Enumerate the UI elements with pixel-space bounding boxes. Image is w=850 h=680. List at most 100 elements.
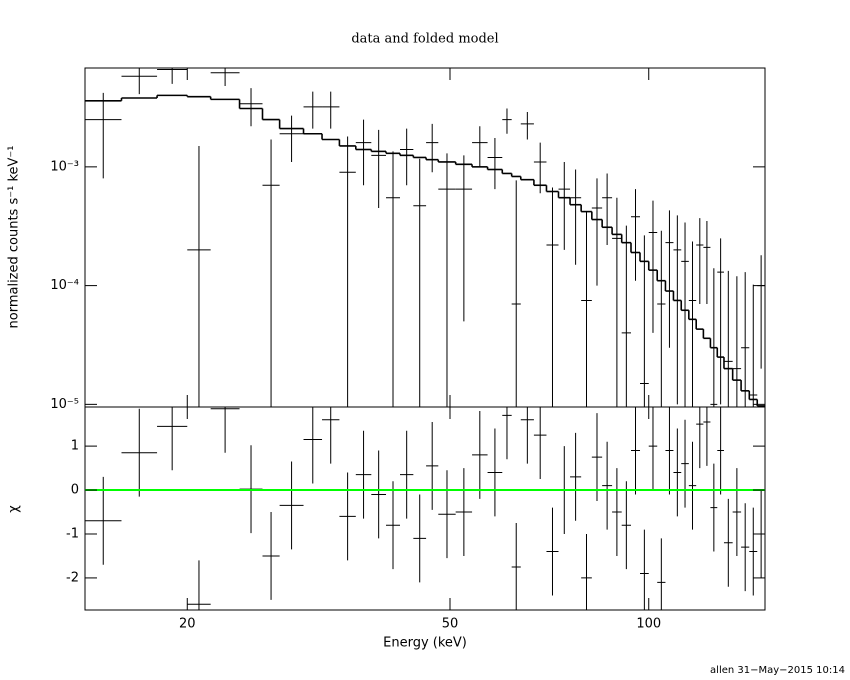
y-tick-label: 1 xyxy=(71,439,79,454)
residual-point xyxy=(262,512,280,600)
residual-point xyxy=(741,503,750,592)
residual-point xyxy=(648,407,658,491)
data-point xyxy=(187,145,211,407)
residual-point xyxy=(386,481,401,570)
residual-point xyxy=(631,407,641,495)
y-axis-label: normalized counts s⁻¹ keV⁻¹ xyxy=(7,146,22,329)
y-tick-label: -1 xyxy=(66,526,79,541)
residual-point xyxy=(640,529,649,610)
data-point xyxy=(732,276,742,407)
data-point xyxy=(487,137,503,190)
data-point xyxy=(400,128,414,186)
residual-point xyxy=(187,560,211,610)
data-point xyxy=(749,284,758,407)
data-point xyxy=(723,270,733,407)
residual-point xyxy=(339,472,356,561)
residual-point xyxy=(673,428,682,517)
plot-frame xyxy=(84,67,766,408)
residual-point xyxy=(371,450,387,539)
residual-point xyxy=(681,419,689,508)
data-point xyxy=(757,255,765,369)
residual-point xyxy=(723,498,733,587)
y-tick-label: 10⁻⁴ xyxy=(50,278,79,293)
data-point xyxy=(210,68,240,86)
residual-point xyxy=(157,407,188,471)
data-point xyxy=(85,92,122,179)
residual-point xyxy=(85,476,122,565)
data-point xyxy=(546,187,559,407)
x-tick-label: 100 xyxy=(636,617,661,632)
y-tick-label: 10⁻⁵ xyxy=(50,397,79,412)
residual-point xyxy=(703,407,711,466)
data-point xyxy=(426,123,439,173)
residual-point xyxy=(210,407,240,453)
data-point xyxy=(570,169,582,265)
residual-point xyxy=(322,407,340,464)
data-point xyxy=(621,225,631,407)
residual-point xyxy=(717,407,724,495)
residual-point xyxy=(487,428,503,517)
x-tick-label: 50 xyxy=(442,617,459,632)
footer: allen 31−May−2015 10:14 xyxy=(710,665,845,676)
data-point xyxy=(262,139,280,407)
data-point xyxy=(386,151,401,407)
data-point xyxy=(741,272,750,407)
data-point xyxy=(371,129,387,209)
y-axis-label: χ xyxy=(7,505,22,513)
residual-point xyxy=(472,410,488,499)
data-point xyxy=(648,200,658,333)
chart-title: data and folded model xyxy=(351,32,498,47)
residual-point xyxy=(732,468,742,556)
y-tick-label: 0 xyxy=(71,483,79,498)
spectrum-panel xyxy=(85,68,765,407)
residual-point xyxy=(455,468,473,556)
data-point xyxy=(413,158,427,407)
data-point xyxy=(640,235,649,407)
residual-point xyxy=(570,432,582,521)
residual-point xyxy=(591,413,603,502)
data-point xyxy=(612,197,622,407)
residual-point xyxy=(696,407,704,469)
data-point xyxy=(322,91,340,129)
residual-point xyxy=(612,468,622,556)
residual-point xyxy=(581,533,592,610)
residual-point xyxy=(279,461,304,550)
residual-point xyxy=(511,523,521,610)
residual-point xyxy=(621,481,631,570)
data-point xyxy=(558,161,571,250)
data-point xyxy=(581,210,592,407)
data-point xyxy=(717,238,724,405)
data-point xyxy=(303,91,323,129)
data-point xyxy=(511,180,521,407)
residual-point xyxy=(520,407,534,464)
residual-point xyxy=(657,538,666,610)
data-point xyxy=(696,218,704,305)
data-point xyxy=(657,230,666,407)
residual-point xyxy=(413,494,427,583)
residual-point xyxy=(355,430,372,519)
residual-point xyxy=(710,463,718,552)
data-point xyxy=(703,221,711,305)
residual-point xyxy=(602,441,613,530)
residual-point xyxy=(688,441,697,530)
residual-point xyxy=(546,507,559,596)
data-point xyxy=(157,68,188,84)
y-tick-label: -2 xyxy=(66,570,79,585)
data-point xyxy=(502,108,512,134)
data-point xyxy=(339,136,356,407)
data-point xyxy=(681,222,689,407)
data-point xyxy=(279,115,304,162)
data-point xyxy=(520,111,534,140)
data-point xyxy=(631,189,641,281)
data-point xyxy=(121,68,158,95)
data-point xyxy=(673,215,682,405)
data-point xyxy=(665,210,674,348)
data-point xyxy=(455,155,473,322)
x-axis-label: Energy (keV) xyxy=(383,636,467,651)
data-point xyxy=(472,126,488,167)
plot-frame xyxy=(84,406,766,611)
residual-point xyxy=(121,408,158,497)
residual-point xyxy=(502,407,512,460)
residual-point xyxy=(426,421,439,510)
